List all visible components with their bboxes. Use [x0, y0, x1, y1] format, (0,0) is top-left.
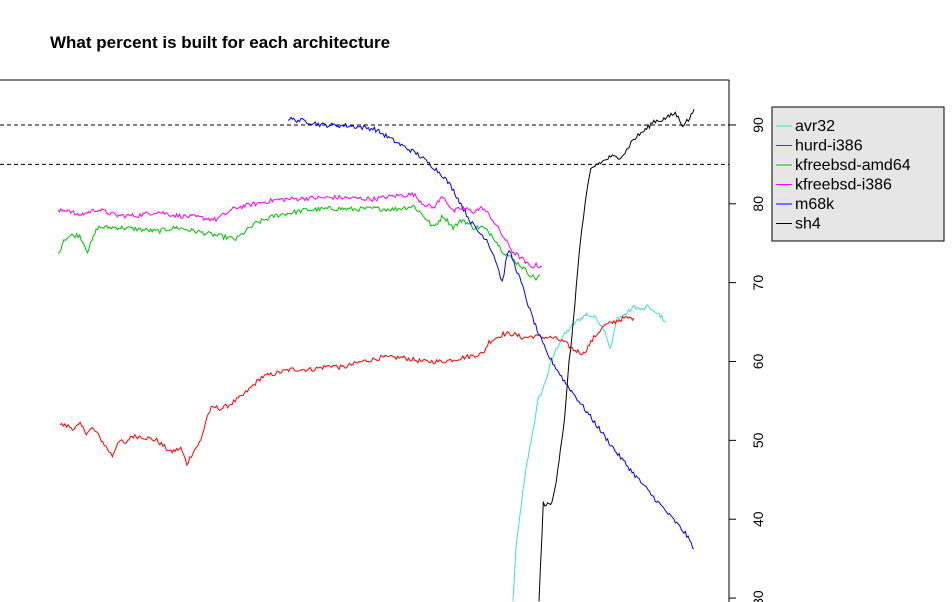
- y-tick-label: 30: [750, 590, 766, 602]
- y-tick-label: 90: [750, 117, 766, 133]
- chart-title: What percent is built for each architect…: [50, 33, 390, 52]
- y-tick-label: 80: [750, 196, 766, 212]
- y-tick-label: 40: [750, 511, 766, 527]
- series-line-m68k: [287, 116, 695, 549]
- y-tick-label: 50: [750, 432, 766, 448]
- reference-lines: [0, 124, 729, 165]
- legend-box: [771, 106, 945, 242]
- legend: avr32 hurd-i386 kfreebsd-amd64 kfreebsd-i38…: [771, 106, 945, 242]
- series-line-sh4: [538, 109, 695, 602]
- y-tick-label: 60: [750, 354, 766, 370]
- legend-label-sh4: sh4: [795, 216, 821, 233]
- legend-label-avr32: avr32: [795, 118, 835, 135]
- series-line-hurd-i386: [59, 315, 635, 467]
- legend-label-kfreebsd-amd64: kfreebsd-amd64: [795, 157, 911, 174]
- series-line-kfreebsd-i386: [57, 191, 543, 269]
- legend-label-m68k: m68k: [795, 196, 835, 213]
- series-line-kfreebsd-amd64: [57, 204, 541, 282]
- series-layer: [57, 109, 695, 602]
- legend-label-kfreebsd-i386: kfreebsd-i386: [795, 177, 892, 194]
- y-tick-label: 70: [750, 275, 766, 291]
- legend-label-hurd-i386: hurd-i386: [795, 138, 863, 155]
- series-line-avr32: [512, 303, 667, 602]
- y-axis: 30 40 50 60 70 80 90: [729, 117, 766, 602]
